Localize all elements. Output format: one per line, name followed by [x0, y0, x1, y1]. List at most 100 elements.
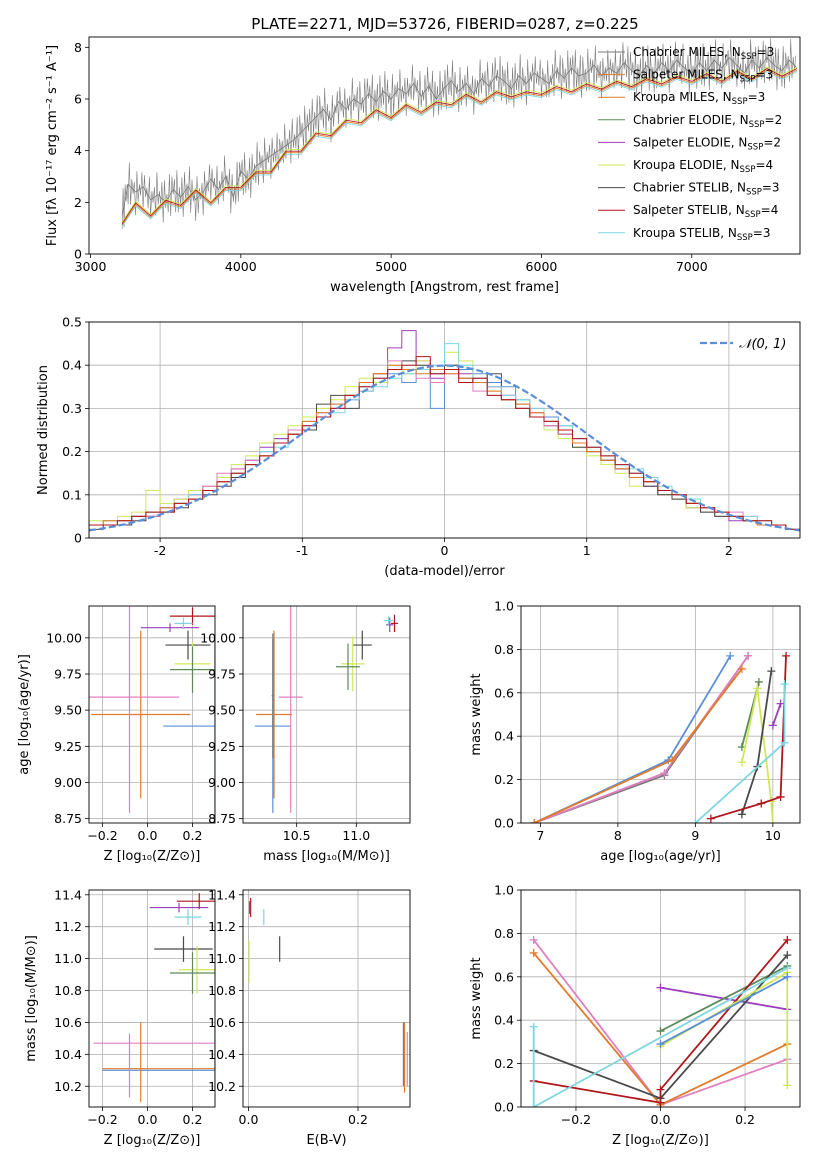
x-tick-label: -1 — [296, 543, 308, 558]
x-tick-label: 2 — [725, 543, 733, 558]
axes-frame — [520, 605, 801, 824]
y-tick-label: 0.0 — [494, 1100, 514, 1115]
y-tick-label: 9.25 — [54, 739, 82, 754]
plus-marker — [668, 756, 677, 765]
plot-area — [529, 935, 792, 1107]
y-tick-label: 1.0 — [494, 883, 514, 898]
legend-entry: Chabrier STELIB, NSSP=3 — [633, 181, 780, 198]
chart-age_vs_mass: 10.5 11.0 8.75 9.00 9.25 9.50 9.75 10.00 mass [l… — [200, 605, 411, 864]
x-tick-label: −0.2 — [87, 1112, 117, 1127]
weight-line — [533, 668, 743, 823]
x-axis-label: (data-model)/error — [384, 564, 505, 579]
legend-entry: Kroupa ELODIE, NSSP=4 — [633, 158, 773, 175]
y-tick-label: 0.6 — [494, 969, 514, 984]
legend-entry: Kroupa MILES, NSSP=3 — [633, 90, 765, 107]
y-tick-label: 11.0 — [208, 951, 236, 966]
legend-entry-text: Salpeter STELIB, N — [633, 203, 745, 217]
y-tick-label: 9.50 — [54, 703, 82, 718]
errorbar-point — [140, 623, 200, 633]
model-fit-line — [121, 71, 798, 227]
plus-marker — [767, 667, 776, 676]
x-axis-label: E(B-V) — [306, 1133, 346, 1148]
errorbar-point — [170, 646, 215, 693]
figure-title: PLATE=2271, MJD=53726, FIBERID=0287, z=0… — [251, 15, 638, 33]
chart-residuals: -2 -1 0 1 2 0 0.1 0.2 0.3 0.4 0.5 𝒩(0, 1) (data-mode… — [36, 315, 801, 579]
errorbar-point — [336, 643, 360, 690]
y-tick-label: 10.8 — [208, 983, 236, 998]
legend-entry-value: =4 — [761, 203, 779, 217]
y-tick-label: 10.00 — [46, 630, 82, 645]
y-tick-label: 10.00 — [200, 630, 236, 645]
x-tick-label: 0.2 — [348, 1112, 368, 1127]
model-fit-line — [121, 66, 798, 223]
errorbar-point — [165, 630, 211, 660]
plus-marker — [783, 972, 792, 981]
y-tick-label: 9.75 — [208, 666, 236, 681]
y-axis-label: mass weight — [469, 957, 484, 1039]
chart-age_vs_Z: −0.2 0.0 0.2 8.75 9.00 9.25 9.50 9.75 10.00 Z [lo… — [17, 605, 216, 864]
weight-line — [772, 703, 782, 726]
gaussian-curve — [89, 364, 800, 532]
plot-area — [254, 606, 399, 813]
plus-marker — [656, 983, 665, 992]
legend-entry-value: =3 — [753, 226, 771, 240]
plus-marker — [744, 651, 753, 660]
weight-line — [533, 939, 788, 1104]
x-axis-label: wavelength [Angstrom, rest frame] — [330, 280, 559, 295]
y-tick-label: 0.4 — [494, 729, 514, 744]
plus-marker — [768, 721, 777, 730]
y-axis-label: age [log₁₀(age/yr)] — [17, 654, 32, 775]
legend-entry-text: Kroupa ELODIE, N — [633, 158, 740, 172]
x-tick-label: 0.0 — [138, 1112, 158, 1127]
legend-entry-value: =2 — [763, 135, 781, 149]
x-tick-label: 10.5 — [283, 828, 311, 843]
weight-line — [532, 967, 788, 1107]
axes-frame — [242, 605, 411, 824]
legend-entry-subscript: SSP — [732, 97, 748, 107]
errorbar-point — [170, 607, 215, 625]
axes-frame — [520, 889, 801, 1108]
x-axis-label: Z [log₁₀(Z/Z⊙)] — [104, 849, 201, 864]
plus-marker — [782, 651, 791, 660]
plus-marker — [529, 1022, 538, 1031]
y-axis-label: mass [log₁₀(M/M⊙)] — [24, 935, 39, 1062]
x-tick-label: 6000 — [526, 259, 558, 274]
legend-entry-subscript: SSP — [745, 210, 761, 220]
y-tick-label: 4 — [74, 143, 82, 158]
y-tick-label: 9.75 — [54, 666, 82, 681]
legend-entry-value: =3 — [748, 90, 766, 104]
axes-frame — [88, 36, 801, 255]
legend-entry: Salpeter STELIB, NSSP=4 — [633, 203, 778, 220]
legend-entry: 𝒩(0, 1) — [739, 337, 786, 352]
x-axis-label: age [log₁₀(age/yr)] — [600, 849, 721, 864]
plus-marker — [780, 680, 789, 689]
legend-entry-subscript: SSP — [740, 165, 756, 175]
x-tick-label: 0 — [441, 543, 449, 558]
errorbar-point — [154, 936, 213, 962]
y-tick-label: 0 — [74, 531, 82, 546]
x-tick-label: -2 — [154, 543, 166, 558]
y-tick-label: 0.2 — [494, 772, 514, 787]
legend-entry-text: Kroupa MILES, N — [633, 90, 732, 104]
y-axis-label: Flux [fλ 10⁻¹⁷ erg cm⁻² s⁻¹ A⁻¹] — [45, 45, 60, 246]
y-tick-label: 10.2 — [54, 1079, 82, 1094]
plot-area — [530, 651, 791, 823]
y-tick-label: 1.0 — [494, 599, 514, 614]
x-tick-label: 7 — [536, 828, 544, 843]
legend-entry-text: Salpeter MILES, N — [633, 68, 740, 82]
x-tick-label: 0.0 — [651, 1112, 671, 1127]
y-tick-label: 10.4 — [208, 1047, 236, 1062]
plot-area — [89, 330, 800, 538]
plus-marker — [656, 1098, 665, 1107]
legend-entry-value: =3 — [755, 68, 773, 82]
plus-marker — [783, 935, 792, 944]
y-tick-label: 10.2 — [208, 1079, 236, 1094]
plus-marker — [783, 1081, 792, 1090]
y-tick-label: 0.6 — [494, 685, 514, 700]
legend-entry-subscript: SSP — [746, 188, 762, 198]
plus-marker — [706, 814, 715, 823]
plus-marker — [529, 1103, 538, 1107]
x-tick-label: 8 — [614, 828, 622, 843]
x-tick-label: 1 — [583, 543, 591, 558]
chart-weight_vs_Z: −0.2 0.0 0.2 0.0 0.2 0.4 0.6 0.8 1.0 Z [log₁₀(Z/Z… — [469, 883, 801, 1148]
